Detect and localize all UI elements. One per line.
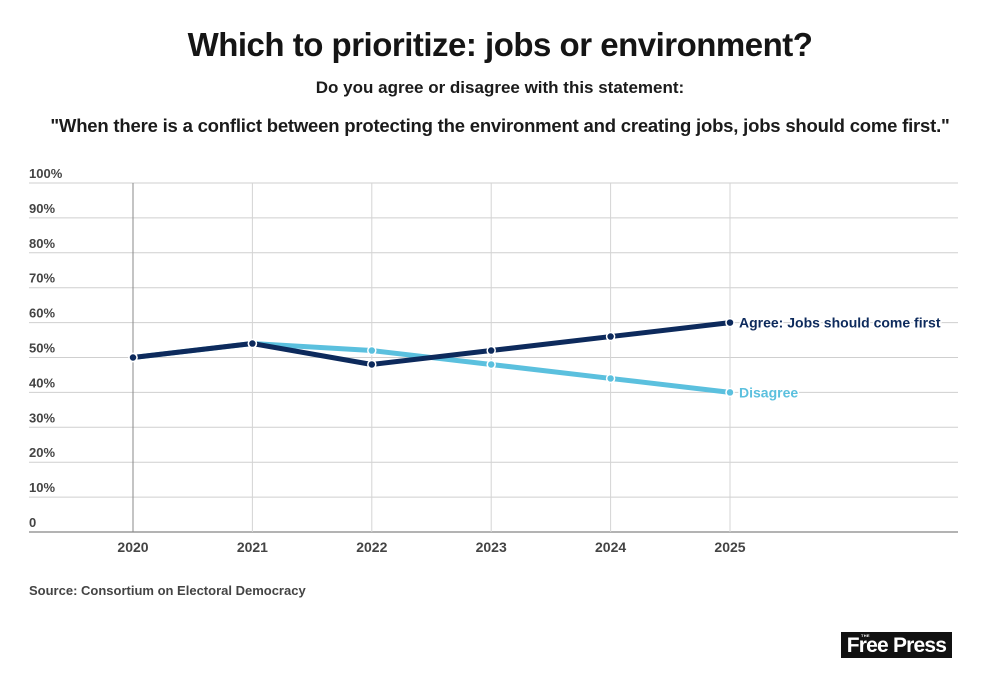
y-tick-label: 10% — [29, 480, 55, 495]
series-label-disagree: Disagree — [739, 384, 798, 400]
y-tick-label: 90% — [29, 201, 55, 216]
logo-the: THE — [861, 633, 870, 638]
data-point — [247, 338, 258, 349]
data-point — [486, 345, 496, 356]
x-tick-label: 2020 — [117, 539, 148, 555]
x-tick-label: 2023 — [476, 539, 507, 555]
y-tick-label: 0 — [29, 515, 36, 530]
data-point — [367, 359, 377, 370]
series-line-disagree — [130, 341, 733, 395]
data-point — [725, 387, 735, 398]
y-tick-label: 80% — [29, 236, 55, 251]
data-point — [486, 359, 496, 370]
data-point — [605, 373, 616, 384]
source-note: Source: Consortium on Electoral Democrac… — [29, 583, 306, 598]
y-tick-label: 30% — [29, 410, 55, 425]
series-labels: Agree: Jobs should come first Disagree — [738, 313, 943, 402]
data-point — [605, 331, 616, 342]
series-line-agree — [130, 320, 733, 367]
y-tick-label: 40% — [29, 375, 55, 390]
gridlines — [29, 182, 958, 533]
x-tick-label: 2022 — [356, 539, 387, 555]
survey-statement: "When there is a conflict between protec… — [50, 115, 950, 136]
y-tick-label: 50% — [29, 341, 55, 356]
y-tick-label: 100% — [29, 166, 63, 181]
x-tick-label: 2025 — [714, 539, 745, 555]
y-tick-label: 20% — [29, 445, 55, 460]
data-point — [128, 352, 138, 363]
free-press-logo: THE Free Press — [841, 632, 952, 658]
series-lines — [128, 317, 735, 398]
data-point — [367, 345, 377, 356]
y-tick-label: 60% — [29, 306, 55, 321]
series-label-agree: Agree: Jobs should come first — [739, 315, 941, 331]
y-axis-ticks: 0 10% 20% 30% 40% 50% 60% 70% 80% 90% 100% — [29, 166, 63, 530]
x-tick-label: 2021 — [237, 539, 268, 555]
x-axis-ticks: 2020 2021 2022 2023 2024 2025 — [117, 539, 745, 555]
y-tick-label: 70% — [29, 271, 55, 286]
chart-title: Which to prioritize: jobs or environment… — [187, 26, 813, 63]
x-tick-label: 2024 — [595, 539, 626, 555]
chart-subtitle: Do you agree or disagree with this state… — [315, 78, 685, 97]
logo-name: Free Press — [846, 634, 947, 657]
data-point — [725, 317, 735, 328]
